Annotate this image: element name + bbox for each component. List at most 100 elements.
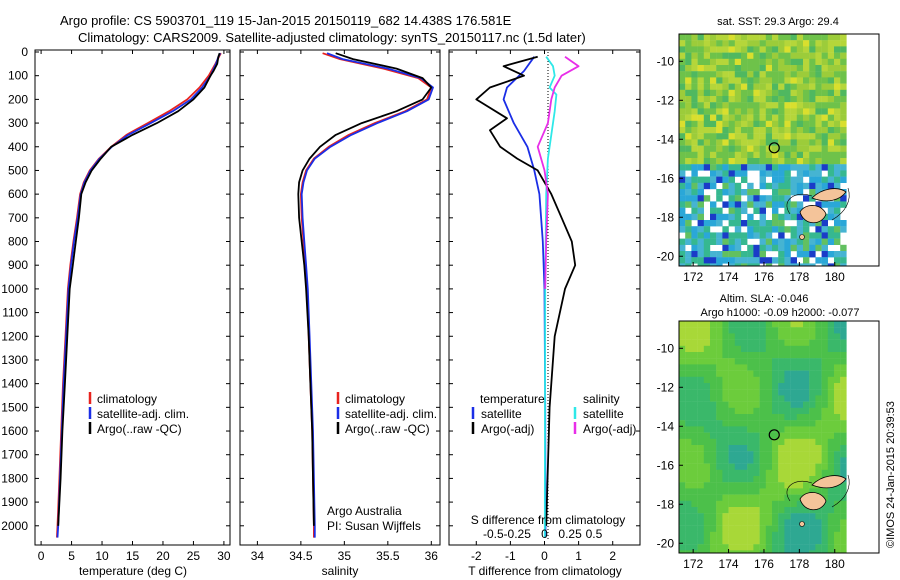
map-cell xyxy=(765,370,773,377)
map-cell xyxy=(772,46,779,53)
map-cell xyxy=(728,376,735,384)
map-y-tick-label: -20 xyxy=(657,536,675,550)
map-cell xyxy=(728,238,735,245)
map-cell xyxy=(753,525,760,532)
map-cell xyxy=(710,182,717,190)
map-cell xyxy=(765,77,773,84)
map-cell xyxy=(803,531,810,539)
map-cell xyxy=(790,201,797,208)
map-cell xyxy=(747,544,754,551)
map-cell xyxy=(759,207,766,214)
map-cell xyxy=(834,358,841,365)
map-cell xyxy=(815,457,822,464)
map-cell xyxy=(747,120,754,128)
map-cell xyxy=(821,389,828,396)
map-cell xyxy=(716,407,723,415)
map-cell xyxy=(703,420,711,427)
map-cell xyxy=(840,145,847,152)
map-cell xyxy=(784,538,791,545)
map-cell xyxy=(784,89,791,97)
map-cell xyxy=(753,52,760,59)
map-cell xyxy=(759,395,766,402)
map-cell xyxy=(821,525,828,532)
map-cell xyxy=(728,127,735,134)
map-cell xyxy=(772,151,779,159)
map-cell xyxy=(765,488,773,495)
map-cell xyxy=(827,34,835,41)
map-cell xyxy=(778,370,785,377)
map-cell xyxy=(679,58,686,66)
x-tick-label: 1 xyxy=(575,549,582,563)
map-cell xyxy=(697,395,704,402)
map-cell xyxy=(790,488,797,495)
map-cell xyxy=(778,525,785,532)
map-cell xyxy=(747,358,754,365)
x-axes: 0 5 10 15 20 25 30 34 34.5 35 35.5 36 -2 -1 0 1 2-0.5 -0.… xyxy=(38,50,616,563)
map-cell xyxy=(697,96,704,103)
map-cell xyxy=(840,327,847,334)
map-cell xyxy=(741,108,748,115)
map-cell xyxy=(728,550,735,553)
map-cell xyxy=(803,364,810,371)
map-cell xyxy=(840,114,847,121)
map-cell xyxy=(716,102,723,109)
map-cell xyxy=(703,445,711,452)
map-cell xyxy=(679,89,686,97)
map-cell xyxy=(772,164,779,171)
map-cell xyxy=(747,383,754,390)
map-cell xyxy=(759,226,766,233)
map-cell xyxy=(691,238,698,245)
map-cell xyxy=(790,46,797,53)
map-cell xyxy=(796,77,804,84)
map-cell xyxy=(716,34,723,41)
map-cell xyxy=(685,507,692,514)
map-cell xyxy=(778,46,785,53)
map-cell xyxy=(765,426,773,433)
map-cell xyxy=(753,420,760,427)
salinity-legend: climatology satellite-adj. clim. Argo(..… xyxy=(336,392,437,436)
map-cell xyxy=(821,333,828,340)
map-cell xyxy=(691,345,698,353)
map-cell xyxy=(722,352,729,359)
map-cell xyxy=(821,395,828,402)
map-cell xyxy=(821,376,828,384)
map-cell xyxy=(803,244,810,252)
map-cell xyxy=(778,445,785,452)
map-cell xyxy=(759,438,766,446)
map-cell xyxy=(685,345,692,353)
map-cell xyxy=(784,376,791,384)
map-cell xyxy=(703,345,711,353)
map-cell xyxy=(722,77,729,84)
map-cell xyxy=(834,34,841,41)
map-cell xyxy=(772,133,779,140)
map-cell xyxy=(790,414,797,421)
map-cell xyxy=(703,463,711,470)
map-cell xyxy=(803,145,810,152)
x-tick-label: -2 xyxy=(471,549,482,563)
map-cell xyxy=(759,257,766,264)
map-cell xyxy=(685,321,692,328)
map-cell xyxy=(679,182,686,190)
map-cell xyxy=(685,40,692,47)
map-cell xyxy=(685,226,692,233)
map-cell xyxy=(784,257,791,264)
map-cell xyxy=(784,494,791,501)
map-cell xyxy=(821,52,828,59)
map-cell xyxy=(741,383,748,390)
map-cell xyxy=(679,376,686,384)
map-cell xyxy=(784,170,791,177)
map-cell xyxy=(685,182,692,190)
map-cell xyxy=(741,83,748,90)
map-cell xyxy=(728,407,735,415)
map-cell xyxy=(697,438,704,446)
map-cell xyxy=(722,339,729,346)
x-tick-label: 35.5 xyxy=(376,549,400,563)
depth-tick-label: 1000 xyxy=(1,282,28,296)
map-y-tick-label: -10 xyxy=(657,54,675,68)
map-cell xyxy=(734,469,742,477)
map-cell xyxy=(772,207,779,214)
map-cell xyxy=(815,83,822,90)
map-cell xyxy=(685,352,692,359)
map-cell xyxy=(753,108,760,115)
imos-credit: ©IMOS 24-Jan-2015 20:39:53 xyxy=(885,401,897,548)
